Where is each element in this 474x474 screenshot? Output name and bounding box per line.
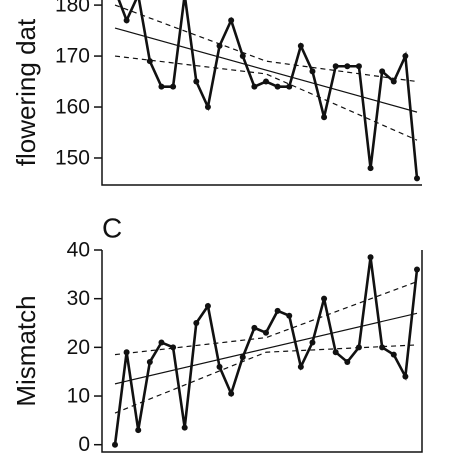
data-point <box>251 83 258 90</box>
fit-line <box>114 55 418 141</box>
data-point <box>263 329 269 336</box>
y-tick-label: 0 <box>78 433 90 456</box>
data-point <box>228 390 235 397</box>
data-point <box>414 175 420 182</box>
data-point <box>193 78 200 85</box>
data-point <box>297 42 304 49</box>
data-point <box>251 324 258 331</box>
y-tick-label: 180 <box>55 0 90 17</box>
data-point <box>239 354 246 361</box>
y-axis-label: flowering dat <box>11 18 41 166</box>
data-point <box>321 295 328 302</box>
data-point <box>123 17 130 24</box>
axis-frame <box>101 0 422 186</box>
data-point <box>274 83 281 90</box>
data-point <box>228 17 235 24</box>
data-point <box>367 254 374 261</box>
data-point <box>112 441 118 448</box>
data-point <box>390 351 397 358</box>
data-point <box>146 58 153 65</box>
data-point <box>344 63 351 70</box>
data-point <box>297 363 304 370</box>
data-point <box>286 83 293 90</box>
data-point <box>158 339 165 346</box>
data-point <box>309 339 316 346</box>
y-tick-label: 170 <box>55 45 90 68</box>
y-tick-label: 10 <box>67 385 90 408</box>
fit-line <box>114 312 418 385</box>
data-point <box>367 165 374 172</box>
data-point <box>181 424 188 431</box>
y-tick-label: 30 <box>67 287 90 310</box>
data-point <box>146 358 153 365</box>
data-point <box>332 349 339 356</box>
data-point <box>239 53 246 60</box>
data-point <box>263 78 269 85</box>
y-tick-label: 150 <box>55 147 90 170</box>
data-point <box>204 302 211 309</box>
data-point <box>216 363 223 370</box>
data-point <box>402 53 409 60</box>
y-tick-label: 40 <box>67 239 90 262</box>
data-line <box>113 257 419 445</box>
data-point <box>390 78 397 85</box>
data-point <box>355 63 362 70</box>
fit-line <box>114 4 418 83</box>
data-point <box>286 312 293 319</box>
data-point <box>402 373 409 380</box>
data-point <box>170 344 177 351</box>
data-point <box>321 114 328 121</box>
data-point <box>135 427 142 434</box>
data-point <box>332 63 339 70</box>
data-point <box>355 344 362 351</box>
panel-title: C <box>102 212 122 243</box>
data-point <box>274 307 281 314</box>
data-point <box>309 68 316 75</box>
data-point <box>414 266 420 273</box>
data-point <box>379 344 386 351</box>
data-point <box>170 83 177 90</box>
data-point <box>344 358 351 365</box>
data-point <box>204 104 211 111</box>
axis-frame <box>101 250 423 453</box>
fit-line <box>114 27 418 113</box>
data-point <box>216 42 223 49</box>
fit-line <box>114 344 418 414</box>
y-tick-label: 160 <box>55 96 90 119</box>
data-point <box>379 68 386 75</box>
data-point <box>158 83 165 90</box>
data-point <box>123 349 130 356</box>
y-tick-label: 20 <box>67 336 90 359</box>
data-point <box>193 320 200 327</box>
y-axis-label: Mismatch <box>11 295 41 406</box>
